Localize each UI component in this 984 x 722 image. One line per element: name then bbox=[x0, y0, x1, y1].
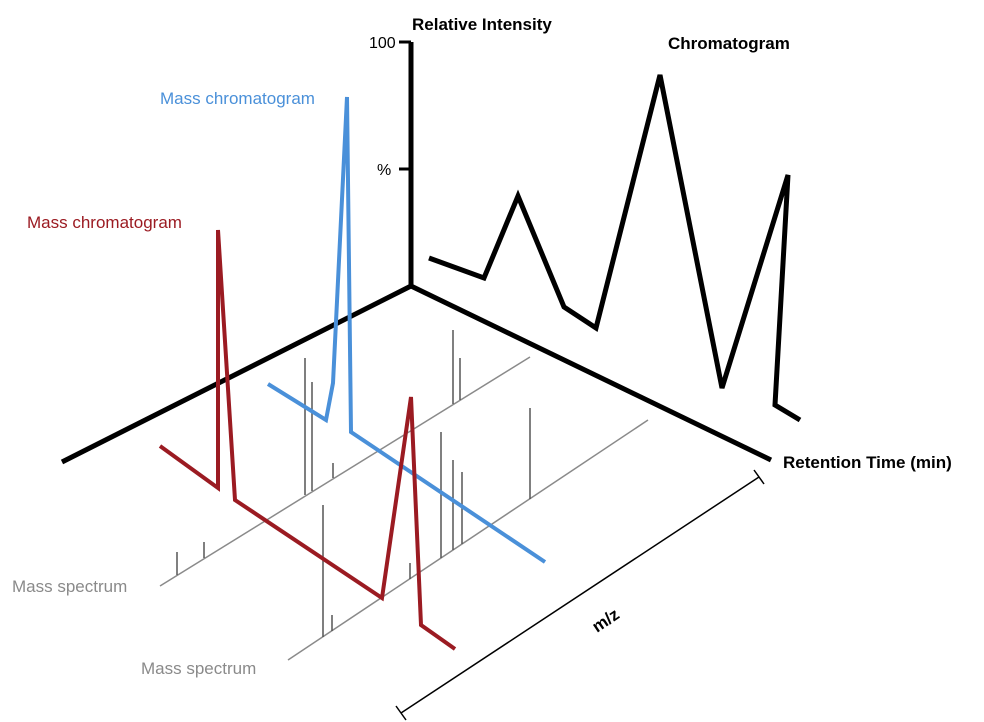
mass-chromatogram-blue-label: Mass chromatogram bbox=[160, 89, 315, 108]
y-axis-percent-label: % bbox=[377, 162, 391, 179]
mass-chromatogram-red-label: Mass chromatogram bbox=[27, 213, 182, 232]
mass-spectrum-1-peaks bbox=[176, 330, 461, 575]
mass-spectrum-label-2: Mass spectrum bbox=[141, 659, 256, 678]
chromatogram-label: Chromatogram bbox=[668, 34, 790, 53]
retention-time-label: Retention Time (min) bbox=[783, 453, 952, 472]
mass-chromatogram-red-trace bbox=[158, 229, 457, 651]
chromatogram-trace bbox=[428, 74, 802, 423]
axes bbox=[60, 40, 773, 465]
mz-dimension-line bbox=[395, 469, 765, 721]
relative-intensity-label: Relative Intensity bbox=[412, 15, 552, 34]
mass-spectrum-baselines bbox=[159, 356, 649, 661]
mz-axis-label: m/z bbox=[589, 605, 623, 637]
mass-spectrum-baseline-1 bbox=[159, 356, 531, 587]
retention-time-axis bbox=[409, 283, 773, 463]
mass-spectrum-2-peaks bbox=[322, 408, 531, 637]
mass-spectrum-baseline-2 bbox=[287, 419, 649, 661]
y-axis-max-label: 100 bbox=[369, 35, 396, 52]
mass-spectrum-label-1: Mass spectrum bbox=[12, 577, 127, 596]
depth-axis bbox=[60, 283, 413, 465]
mass-chromatogram-blue-trace bbox=[266, 96, 547, 564]
